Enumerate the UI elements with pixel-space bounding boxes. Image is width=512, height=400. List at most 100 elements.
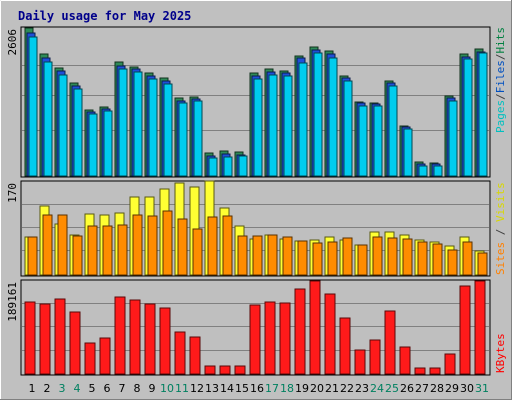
bar-bottom-kbytes-day-29 xyxy=(444,353,456,375)
day-label-18: 18 xyxy=(280,382,294,395)
bar-top-pages-day-29 xyxy=(448,100,458,177)
day-label-24: 24 xyxy=(370,382,384,395)
day-label-11: 11 xyxy=(175,382,189,395)
day-label-9: 9 xyxy=(149,382,156,395)
bar-bottom-kbytes-day-20 xyxy=(309,280,321,375)
bar-top-pages-day-14 xyxy=(223,156,233,177)
day-label-2: 2 xyxy=(44,382,51,395)
bar-top-pages-day-13 xyxy=(208,157,218,177)
bar-bottom-kbytes-day-26 xyxy=(399,346,411,375)
bar-middle-sites-day-25 xyxy=(387,237,398,276)
bottom-panel-series-legend: KBytes xyxy=(494,333,507,373)
bar-bottom-kbytes-day-10 xyxy=(159,307,171,375)
bar-bottom-kbytes-day-9 xyxy=(144,303,156,375)
bar-middle-sites-day-20 xyxy=(312,242,323,276)
bar-middle-sites-day-28 xyxy=(432,243,443,276)
bar-top-pages-day-28 xyxy=(433,165,443,177)
bar-bottom-kbytes-day-17 xyxy=(264,301,276,375)
bar-top-pages-day-8 xyxy=(133,71,143,177)
bar-bottom-kbytes-day-4 xyxy=(69,311,81,375)
bar-middle-sites-day-13 xyxy=(207,216,218,276)
bar-top-pages-day-30 xyxy=(463,58,473,177)
bar-top-pages-day-6 xyxy=(103,110,113,177)
bar-bottom-kbytes-day-27 xyxy=(414,367,426,375)
bar-bottom-kbytes-day-2 xyxy=(39,303,51,375)
bar-top-pages-day-20 xyxy=(313,52,323,177)
bar-top-pages-day-23 xyxy=(358,105,368,177)
bar-middle-sites-day-31 xyxy=(477,252,488,276)
bar-bottom-kbytes-day-24 xyxy=(369,339,381,375)
bar-top-pages-day-10 xyxy=(163,83,173,177)
bar-top-pages-day-31 xyxy=(478,52,488,177)
chart-title: Daily usage for May 2025 xyxy=(18,9,191,23)
bar-bottom-kbytes-day-5 xyxy=(84,342,96,375)
middle-panel-max-label: 170 xyxy=(6,183,19,203)
bar-middle-sites-day-6 xyxy=(102,225,113,276)
day-label-27: 27 xyxy=(415,382,429,395)
bar-middle-sites-day-2 xyxy=(42,214,53,276)
bottom-panel-max-label: 189161 xyxy=(6,282,19,322)
bar-middle-sites-day-10 xyxy=(162,210,173,276)
bar-middle-sites-day-24 xyxy=(372,236,383,276)
day-label-3: 3 xyxy=(59,382,66,395)
bar-top-pages-day-9 xyxy=(148,78,158,177)
day-label-7: 7 xyxy=(119,382,126,395)
x-axis-day-labels: 1 2 3 4 5 6 7 8 9 10 11 12 13 14 15 16 17 18 19 20 21 22 23 24 2… xyxy=(29,382,490,395)
bar-middle-sites-day-21 xyxy=(327,241,338,276)
bar-bottom-kbytes-day-13 xyxy=(204,365,216,375)
bar-bottom-kbytes-day-15 xyxy=(234,365,246,375)
bar-bottom-kbytes-day-12 xyxy=(189,336,201,375)
day-label-14: 14 xyxy=(220,382,234,395)
bar-middle-sites-day-19 xyxy=(297,240,308,276)
bar-middle-sites-day-5 xyxy=(87,225,98,276)
bar-bottom-kbytes-day-6 xyxy=(99,337,111,375)
day-label-21: 21 xyxy=(325,382,339,395)
bar-bottom-kbytes-day-30 xyxy=(459,285,471,375)
bar-bottom-kbytes-day-31 xyxy=(474,280,486,375)
bar-top-pages-day-18 xyxy=(283,75,293,177)
bar-middle-sites-day-16 xyxy=(252,235,263,276)
bar-middle-sites-day-8 xyxy=(132,214,143,276)
day-label-20: 20 xyxy=(310,382,324,395)
day-label-25: 25 xyxy=(385,382,399,395)
bar-middle-sites-day-30 xyxy=(462,241,473,276)
bar-top-pages-day-4 xyxy=(73,88,83,177)
bar-top-pages-day-27 xyxy=(418,165,428,177)
bar-bottom-kbytes-day-8 xyxy=(129,299,141,375)
top-panel-series-legend: Pages/Files/Hits xyxy=(494,27,507,133)
bar-top-pages-day-11 xyxy=(178,102,188,177)
bar-top-pages-day-12 xyxy=(193,100,203,177)
bar-bottom-kbytes-day-25 xyxy=(384,310,396,375)
bar-middle-sites-day-9 xyxy=(147,215,158,276)
bar-middle-sites-day-1 xyxy=(27,236,38,276)
top-panel-max-label: 2606 xyxy=(6,29,19,56)
day-label-4: 4 xyxy=(74,382,81,395)
bar-bottom-kbytes-day-21 xyxy=(324,293,336,375)
bars-layer xyxy=(24,27,488,375)
bar-middle-sites-day-14 xyxy=(222,215,233,276)
day-label-22: 22 xyxy=(340,382,354,395)
bar-middle-sites-day-18 xyxy=(282,236,293,276)
bar-middle-sites-day-4 xyxy=(72,235,83,276)
bar-middle-sites-day-26 xyxy=(402,238,413,276)
bar-top-pages-day-2 xyxy=(43,61,53,177)
bar-top-pages-day-16 xyxy=(253,78,263,177)
bar-bottom-kbytes-day-19 xyxy=(294,288,306,375)
day-label-13: 13 xyxy=(205,382,219,395)
bar-middle-sites-day-15 xyxy=(237,235,248,276)
bar-middle-sites-day-17 xyxy=(267,234,278,276)
bar-middle-sites-day-27 xyxy=(417,241,428,276)
day-label-1: 1 xyxy=(29,382,36,395)
bar-bottom-kbytes-day-11 xyxy=(174,331,186,375)
bar-bottom-kbytes-day-28 xyxy=(429,367,441,375)
bar-middle-sites-day-22 xyxy=(342,237,353,276)
bar-bottom-kbytes-day-23 xyxy=(354,349,366,375)
day-label-6: 6 xyxy=(104,382,111,395)
bar-top-pages-day-15 xyxy=(238,155,248,177)
bar-middle-sites-day-29 xyxy=(447,249,458,276)
bar-bottom-kbytes-day-1 xyxy=(24,301,36,375)
day-label-17: 17 xyxy=(265,382,279,395)
bar-top-pages-day-7 xyxy=(118,68,128,177)
day-label-26: 26 xyxy=(400,382,414,395)
